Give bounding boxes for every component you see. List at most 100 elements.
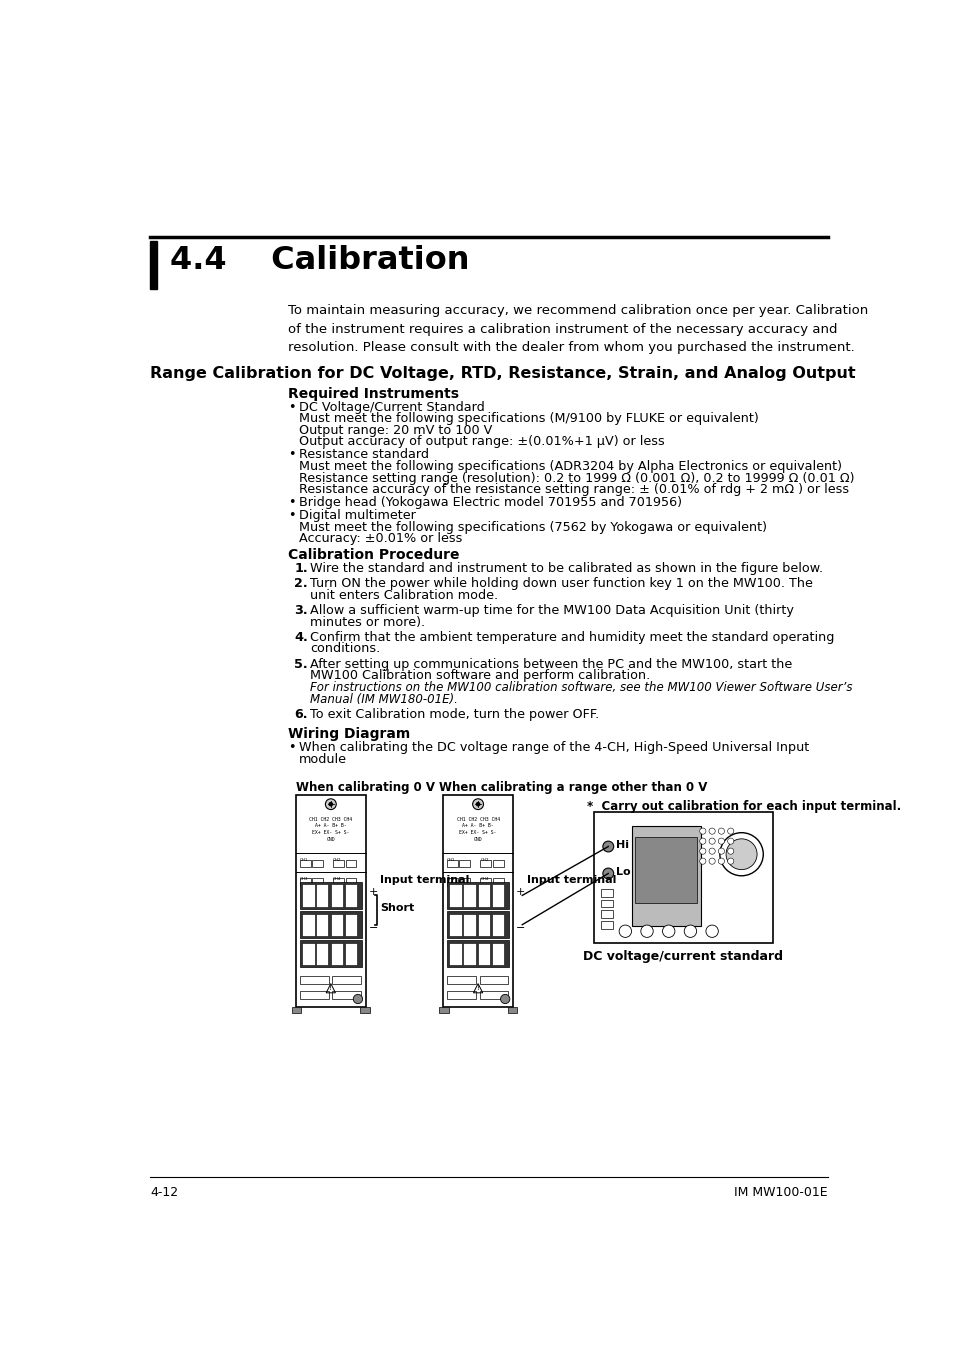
Text: !: ! xyxy=(476,984,479,991)
Bar xyxy=(299,976,328,984)
Text: CH3: CH3 xyxy=(299,876,308,880)
Text: conditions.: conditions. xyxy=(310,643,379,656)
Bar xyxy=(332,991,360,999)
Circle shape xyxy=(640,925,653,937)
Bar xyxy=(332,976,360,984)
Bar xyxy=(463,884,476,907)
Bar xyxy=(345,860,356,867)
Text: Input terminal: Input terminal xyxy=(526,875,616,884)
Text: CH2: CH2 xyxy=(480,859,488,863)
Bar xyxy=(449,884,461,907)
Circle shape xyxy=(725,838,757,869)
Text: CH4: CH4 xyxy=(480,876,488,880)
Text: Must meet the following specifications (7562 by Yokogawa or equivalent): Must meet the following specifications (… xyxy=(298,521,766,533)
Text: CH1: CH1 xyxy=(447,859,455,863)
Circle shape xyxy=(699,848,705,855)
Bar xyxy=(315,884,328,907)
Bar xyxy=(150,242,157,289)
Bar xyxy=(331,942,343,965)
Bar xyxy=(594,811,772,942)
Text: 3.: 3. xyxy=(294,603,308,617)
Bar xyxy=(479,991,508,999)
Bar xyxy=(312,878,323,886)
Text: 1.: 1. xyxy=(294,562,308,575)
Circle shape xyxy=(708,838,715,844)
Text: CH3: CH3 xyxy=(447,876,456,880)
Text: −: − xyxy=(369,923,377,933)
Text: Output range: 20 mV to 100 V: Output range: 20 mV to 100 V xyxy=(298,424,492,437)
Bar xyxy=(477,884,490,907)
Text: GND: GND xyxy=(474,837,482,842)
Text: CH4: CH4 xyxy=(333,876,341,880)
Text: DC Voltage/Current Standard: DC Voltage/Current Standard xyxy=(298,401,484,413)
Bar xyxy=(599,910,612,918)
Text: Must meet the following specifications (M/9100 by FLUKE or equivalent): Must meet the following specifications (… xyxy=(298,412,758,425)
Text: A+ A- B+ B-: A+ A- B+ B- xyxy=(462,824,494,829)
Circle shape xyxy=(705,925,718,937)
Text: DC voltage/current standard: DC voltage/current standard xyxy=(583,950,782,964)
Bar xyxy=(331,884,343,907)
Bar xyxy=(333,878,344,886)
Bar xyxy=(292,1007,301,1012)
Text: •: • xyxy=(288,741,295,755)
Text: Lo: Lo xyxy=(616,867,630,878)
Circle shape xyxy=(727,859,733,864)
Text: To exit Calibration mode, turn the power OFF.: To exit Calibration mode, turn the power… xyxy=(310,707,598,721)
Circle shape xyxy=(708,859,715,864)
Text: 4.4    Calibration: 4.4 Calibration xyxy=(171,246,470,277)
Text: *  Carry out calibration for each input terminal.: * Carry out calibration for each input t… xyxy=(586,801,900,813)
Text: Bridge head (Yokogawa Electric model 701955 and 701956): Bridge head (Yokogawa Electric model 701… xyxy=(298,497,681,509)
Text: Resistance setting range (resolution): 0.2 to 1999 Ω (0.001 Ω), 0.2 to 19999 Ω (: Resistance setting range (resolution): 0… xyxy=(298,471,854,485)
Bar xyxy=(447,976,476,984)
Text: CH1 CH2 CH3 CH4: CH1 CH2 CH3 CH4 xyxy=(309,817,352,822)
Text: •: • xyxy=(288,509,295,522)
Text: 4.: 4. xyxy=(294,630,308,644)
Circle shape xyxy=(727,828,733,834)
Text: Wiring Diagram: Wiring Diagram xyxy=(288,728,410,741)
Bar xyxy=(299,911,361,938)
Text: Allow a sufficient warm-up time for the MW100 Data Acquisition Unit (thirty: Allow a sufficient warm-up time for the … xyxy=(310,603,793,617)
Circle shape xyxy=(699,859,705,864)
Text: Calibration Procedure: Calibration Procedure xyxy=(288,548,459,562)
Text: IM MW100-01E: IM MW100-01E xyxy=(733,1187,827,1199)
Bar xyxy=(299,882,361,909)
Text: CH1 CH2 CH3 CH4: CH1 CH2 CH3 CH4 xyxy=(456,817,499,822)
Circle shape xyxy=(328,802,333,806)
Bar xyxy=(295,795,365,1007)
Bar xyxy=(447,860,457,867)
Text: Accuracy: ±0.01% or less: Accuracy: ±0.01% or less xyxy=(298,532,462,545)
Bar xyxy=(480,878,491,886)
Text: 6.: 6. xyxy=(294,707,308,721)
Text: Short: Short xyxy=(380,903,415,913)
Bar xyxy=(493,878,503,886)
Bar xyxy=(492,942,504,965)
Text: !: ! xyxy=(329,984,332,991)
Text: When calibrating a range other than 0 V: When calibrating a range other than 0 V xyxy=(439,782,707,794)
Bar xyxy=(477,942,490,965)
Bar xyxy=(299,860,311,867)
Bar xyxy=(302,884,314,907)
Bar xyxy=(599,921,612,929)
Text: When calibrating 0 V: When calibrating 0 V xyxy=(295,782,435,794)
Text: Must meet the following specifications (ADR3204 by Alpha Electronics or equivale: Must meet the following specifications (… xyxy=(298,460,841,472)
Text: unit enters Calibration mode.: unit enters Calibration mode. xyxy=(310,589,497,602)
Bar xyxy=(302,914,314,936)
Bar xyxy=(459,878,470,886)
Circle shape xyxy=(325,799,335,810)
Text: +: + xyxy=(369,887,377,898)
Bar xyxy=(480,860,491,867)
Bar xyxy=(299,878,311,886)
Text: Resistance accuracy of the resistance setting range: ± (0.01% of rdg + 2 mΩ ) or: Resistance accuracy of the resistance se… xyxy=(298,483,848,495)
Text: 4-12: 4-12 xyxy=(150,1187,178,1199)
Text: GND: GND xyxy=(326,837,335,842)
Text: Confirm that the ambient temperature and humidity meet the standard operating: Confirm that the ambient temperature and… xyxy=(310,630,834,644)
Circle shape xyxy=(618,925,631,937)
Text: Manual (IM MW180-01E).: Manual (IM MW180-01E). xyxy=(310,693,457,706)
Text: Input terminal: Input terminal xyxy=(379,875,469,884)
Bar xyxy=(447,882,509,909)
Circle shape xyxy=(708,848,715,855)
Bar xyxy=(463,942,476,965)
Bar xyxy=(507,1007,517,1012)
Circle shape xyxy=(718,848,723,855)
Bar xyxy=(449,914,461,936)
